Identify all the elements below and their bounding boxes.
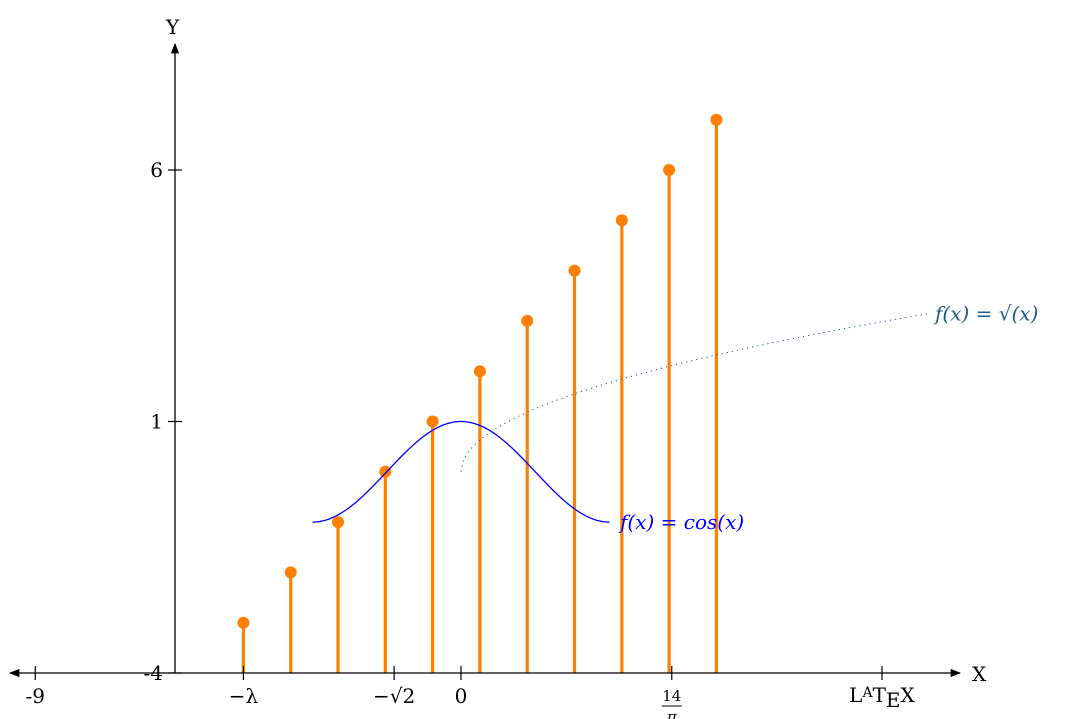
svg-text:π: π: [666, 708, 678, 719]
stems: [237, 113, 723, 673]
curves: [312, 313, 930, 523]
x-tick-label: −√2: [373, 684, 415, 708]
stem-marker: [332, 516, 345, 529]
x-tick-label: −λ: [229, 684, 259, 708]
curve-label-cos: f(x) = cos(x): [618, 510, 744, 534]
svg-text:14: 14: [662, 687, 681, 705]
curve-cos: [312, 420, 610, 523]
x-axis-label: X: [972, 662, 987, 686]
stem-marker: [710, 113, 723, 126]
x-tick-label: -9: [26, 684, 45, 708]
x-tick-label: 14 π: [661, 687, 682, 719]
y-axis-label: Y: [165, 15, 180, 39]
x-tick-label: 0: [455, 684, 468, 708]
stem-marker: [663, 164, 676, 176]
y-tick-label: -4: [144, 661, 163, 685]
curve-labels: f(x) = cos(x) f(x) = √(x): [618, 302, 1038, 535]
stem-marker: [284, 566, 297, 579]
stem-marker: [615, 214, 628, 227]
y-tick-label: 1: [150, 410, 163, 434]
stem-marker: [237, 616, 250, 629]
stem-marker: [379, 465, 392, 478]
y-tick-label: 6: [150, 158, 163, 182]
x-tick-label: LATEX: [849, 683, 915, 712]
curve-label-sqrt: f(x) = √(x): [933, 302, 1038, 326]
stem-marker: [568, 264, 581, 277]
ticks: -9 −λ −√2 0 14 π LATEX -4 1 6: [26, 158, 916, 719]
stem-marker: [426, 415, 439, 428]
curve-sqrt: [460, 313, 930, 472]
stem-marker: [473, 365, 486, 378]
stem-marker: [521, 314, 534, 327]
